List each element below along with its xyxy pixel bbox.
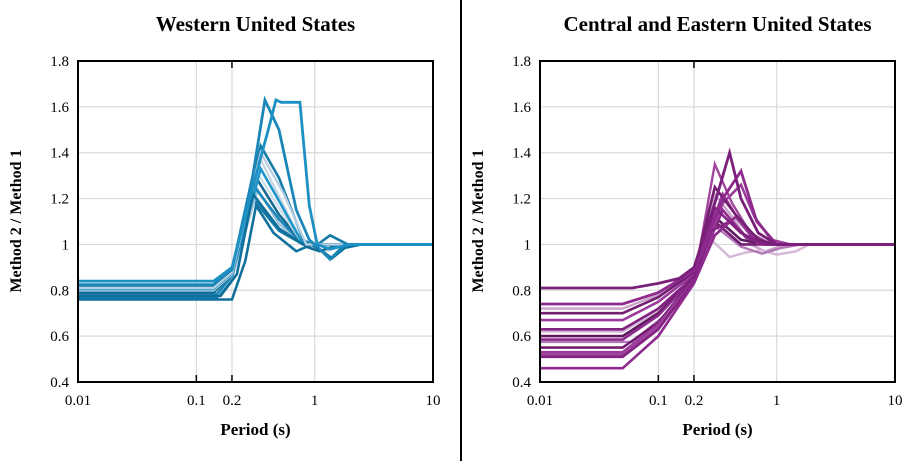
y-tick-label: 0.6 — [512, 329, 531, 345]
series-group — [540, 147, 895, 370]
y-tick-label: 0.4 — [512, 375, 531, 391]
x-tick-label: 1 — [311, 393, 319, 409]
x-tick-label: 0.1 — [649, 393, 668, 409]
y-tick-label: 1.4 — [512, 146, 531, 162]
panel-divider — [460, 0, 462, 461]
series-group — [78, 95, 433, 301]
x-tick-label: 10 — [888, 393, 903, 409]
series-line-8 — [78, 190, 433, 298]
x-tick-label: 0.2 — [223, 393, 242, 409]
series-line-0 — [540, 191, 895, 310]
series-line-11 — [540, 205, 895, 331]
x-axis-title-ceus: Period (s) — [682, 420, 753, 439]
series-line-9 — [540, 215, 895, 370]
series-line-1 — [540, 237, 895, 333]
y-tick-label: 1.2 — [50, 192, 69, 208]
series-line-14 — [540, 147, 895, 290]
y-tick-label: 1.6 — [50, 100, 69, 116]
y-tick-label: 0.4 — [50, 375, 69, 391]
y-tick-label: 0.8 — [50, 283, 69, 299]
y-tick-label: 1 — [524, 237, 532, 253]
chart-title-ceus: Central and Eastern United States — [563, 12, 872, 36]
chart-title-western: Western United States — [155, 12, 356, 36]
x-tick-label: 0.1 — [187, 393, 206, 409]
series-line-12 — [78, 98, 433, 283]
x-tick-label: 0.01 — [65, 393, 91, 409]
x-axis-title-western: Period (s) — [220, 420, 291, 439]
y-tick-label: 1.2 — [512, 192, 531, 208]
x-tick-label: 1 — [773, 393, 781, 409]
y-tick-label: 1.4 — [50, 146, 69, 162]
series-line-1 — [78, 202, 433, 301]
western-plot-area: 0.01 0.1 0.2 1 10 0.4 0.6 0.8 1 1.2 1.4 1.6 1.8 — [50, 54, 441, 409]
series-line-12 — [540, 184, 895, 315]
western-chart-panel: Western United States Method 2 / Method … — [0, 0, 460, 461]
ceus-chart-panel: Central and Eastern United States Method… — [462, 0, 921, 461]
y-tick-label: 0.8 — [512, 283, 531, 299]
x-tick-label: 0.2 — [685, 393, 704, 409]
plot-border — [539, 60, 896, 383]
series-line-6 — [540, 182, 895, 354]
y-tick-label: 0.6 — [50, 329, 69, 345]
y-tick-label: 1 — [62, 237, 70, 253]
x-tick-label: 10 — [426, 393, 441, 409]
x-tick-label: 0.01 — [527, 393, 553, 409]
series-line-11 — [78, 95, 433, 287]
ceus-plot-area: 0.01 0.1 0.2 1 10 0.4 0.6 0.8 1 1.2 1.4 1.6 1.8 — [512, 54, 903, 409]
y-tick-label: 1.8 — [512, 54, 531, 70]
y-tick-label: 1.6 — [512, 100, 531, 116]
y-tick-label: 1.8 — [50, 54, 69, 70]
series-line-3 — [540, 214, 895, 338]
plot-border — [77, 60, 434, 383]
series-line-7 — [78, 165, 433, 291]
